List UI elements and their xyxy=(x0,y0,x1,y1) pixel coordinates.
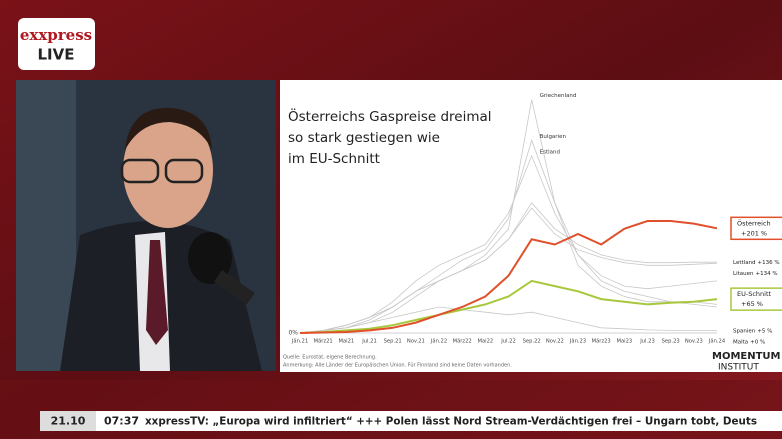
value-label: +201 % xyxy=(741,229,767,237)
series-name: Lettland xyxy=(733,260,756,266)
series-name: Litauen xyxy=(733,271,754,277)
value-label: +0 % xyxy=(750,339,765,345)
x-tick-label: Sep.23 xyxy=(662,339,680,345)
ticker-time: 07:37 xyxy=(104,415,139,428)
brand: INSTITUT xyxy=(718,363,759,373)
x-tick-label: Jän.22 xyxy=(430,339,447,345)
x-tick-label: Sep.22 xyxy=(523,339,541,345)
x-tick-label: März22 xyxy=(453,339,472,345)
x-tick-label: Jän.24 xyxy=(708,339,726,345)
broadcast-frame: exxpress LIVE Österreichs Gaspreise drei… xyxy=(0,0,782,439)
page: exxpress LIVE Österreichs Gaspreise drei… xyxy=(0,0,782,439)
x-tick-label: Jul.21 xyxy=(361,339,377,345)
x-tick-label: Mai21 xyxy=(338,339,354,345)
value-label: +134 % xyxy=(755,271,777,277)
series-label: Litauen+134 % xyxy=(733,271,778,277)
x-tick-label: Nov.23 xyxy=(685,339,703,345)
x-tick-label: März23 xyxy=(592,339,611,345)
series-label: Spanien+5 % xyxy=(733,328,772,334)
x-tick-label: Mai22 xyxy=(477,339,493,345)
value-label: +65 % xyxy=(741,300,763,308)
series-label: EU-Schnitt xyxy=(737,290,772,298)
ticker-text: xxpressTV: „Europa wird infiltriert“ +++… xyxy=(145,415,757,428)
peak-label: Bulgarien xyxy=(540,134,567,140)
chart-title: im EU-Schnitt xyxy=(288,151,380,167)
chart-title: Österreichs Gaspreise dreimal xyxy=(288,107,492,125)
brand: MOMENTUM xyxy=(712,351,781,362)
series-name: Spanien xyxy=(733,328,756,334)
x-tick-label: Nov.22 xyxy=(546,339,564,345)
logo: exxpress xyxy=(20,26,92,44)
x-tick-label: Nov.21 xyxy=(407,339,425,345)
x-tick-label: Jul.23 xyxy=(639,339,655,345)
footnote: Anmerkung: Alle Länder der Europäischen … xyxy=(283,363,512,369)
series-name: Malta xyxy=(733,339,748,345)
peak-label: Estland xyxy=(540,149,560,155)
x-tick-label: Sep.21 xyxy=(384,339,402,345)
x-tick-label: Jän.21 xyxy=(291,339,308,345)
y-tick-label: 0% xyxy=(288,330,298,337)
video-panel xyxy=(16,80,276,371)
series-label: Österreich xyxy=(737,218,771,227)
value-label: +136 % xyxy=(758,260,780,266)
logo-sub: LIVE xyxy=(38,46,75,64)
x-tick-label: Mai23 xyxy=(616,339,632,345)
peak-label: Griechenland xyxy=(540,93,577,99)
source-note: Quelle: Eurostat, eigene Berechnung. xyxy=(283,355,377,361)
x-tick-label: März21 xyxy=(314,339,333,345)
x-tick-label: Jul.22 xyxy=(500,339,516,345)
chart-title: so stark gestiegen wie xyxy=(288,130,440,146)
ticker-date: 21.10 xyxy=(51,415,86,428)
value-label: +5 % xyxy=(757,328,772,334)
x-tick-label: Jän.23 xyxy=(569,339,586,345)
